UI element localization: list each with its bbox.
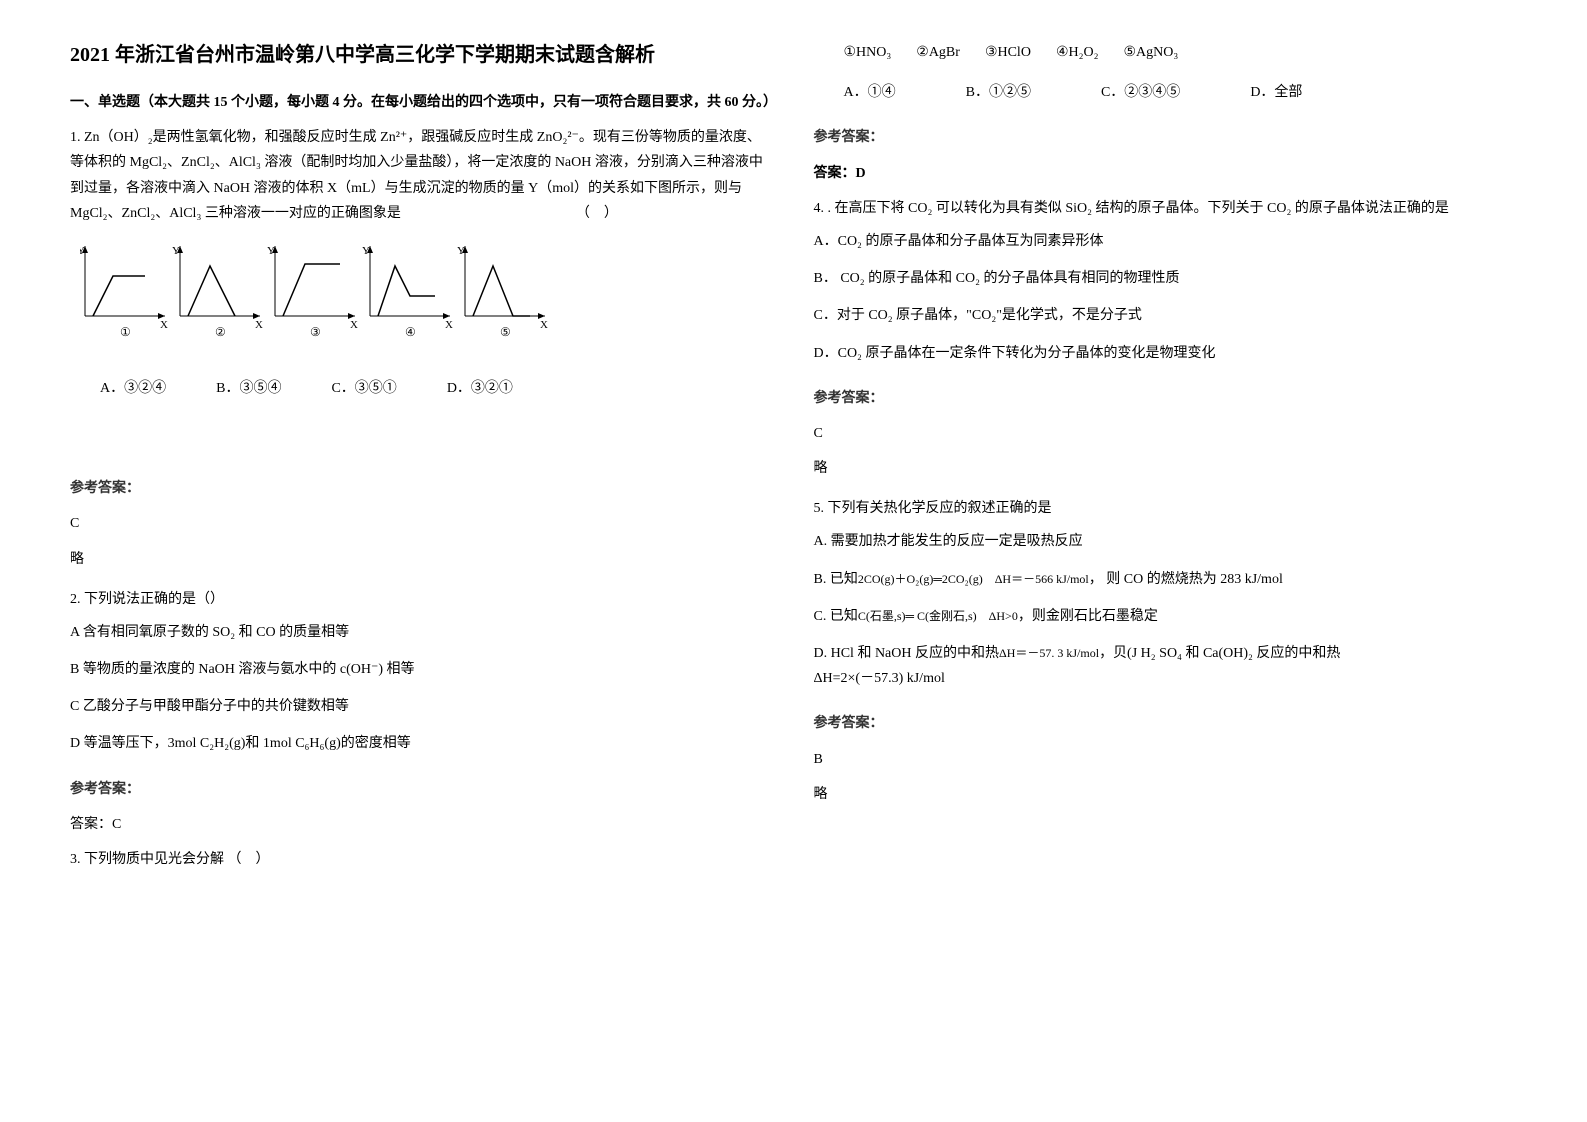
svg-text:X: X	[160, 319, 168, 331]
left-column: 2021 年浙江省台州市温岭第八中学高三化学下学期期末试题含解析 一、单选题（本…	[50, 40, 794, 1082]
q3-item-3: ③HClO	[985, 40, 1031, 65]
q5-c-prefix: C. 已知	[814, 609, 858, 624]
q2-text: 2. 下列说法正确的是（）	[70, 587, 774, 612]
q1-options: A．③②④ B．③⑤④ C．③⑤① D．③②①	[70, 376, 774, 401]
right-column: ①HNO₃ ②AgBr ③HClO ④H₂O₂ ⑤AgNO₃ A．①④ B．①②…	[794, 40, 1538, 1082]
q1-text: 1. Zn（OH）₂是两性氢氧化物，和强酸反应时生成 Zn²⁺，跟强碱反应时生成…	[70, 125, 774, 226]
section-header: 一、单选题（本大题共 15 个小题，每小题 4 分。在每小题给出的四个选项中，只…	[70, 90, 774, 115]
q4-skip: 略	[814, 456, 1518, 481]
q3-item-5: ⑤AgNO₃	[1123, 40, 1178, 65]
svg-text:③: ③	[310, 325, 321, 339]
q2-answer-label: 参考答案：	[70, 777, 774, 802]
q3-text: 3. 下列物质中见光会分解 （ ）	[70, 847, 774, 872]
svg-text:①: ①	[120, 325, 131, 339]
q5-c-formula: C(石墨,s)═ C(金刚石,s) ΔH>0	[858, 609, 1018, 623]
q3-items: ①HNO₃ ②AgBr ③HClO ④H₂O₂ ⑤AgNO₃	[814, 40, 1518, 65]
q1-answer-label: 参考答案：	[70, 476, 774, 501]
q2-opt-d: D 等温等压下，3mol C₂H₂(g)和 1mol C₆H₆(g)的密度相等	[70, 731, 774, 756]
svg-text:X: X	[540, 319, 548, 331]
q5-d-formula: ΔH＝－57. 3 kJ/mol	[999, 646, 1099, 660]
q3-opt-c: C．②③④⑤	[1101, 80, 1180, 105]
q4-opt-a: A．CO₂ 的原子晶体和分子晶体互为同素异形体	[814, 229, 1518, 254]
q5-opt-d: D. HCl 和 NaOH 反应的中和热ΔH＝－57. 3 kJ/mol，贝(J…	[814, 641, 1518, 691]
q3-item-1: ①HNO₃	[844, 40, 892, 65]
q1-answer: C	[70, 511, 774, 536]
q5-skip: 略	[814, 782, 1518, 807]
q4-opt-b: B． CO₂ 的原子晶体和 CO₂ 的分子晶体具有相同的物理性质	[814, 266, 1518, 291]
q4-answer-label: 参考答案：	[814, 386, 1518, 411]
svg-text:Y: Y	[267, 245, 275, 257]
svg-text:⑤: ⑤	[500, 325, 511, 339]
q5-text: 5. 下列有关热化学反应的叙述正确的是	[814, 496, 1518, 521]
q1-chart: Y X ① Y X ②	[70, 241, 774, 361]
q5-b-formula: 2CO(g)＋O₂(g)═2CO₂(g) ΔH＝－566 kJ/mol	[858, 572, 1089, 586]
q2-opt-c: C 乙酸分子与甲酸甲酯分子中的共价键数相等	[70, 694, 774, 719]
q5-answer-label: 参考答案：	[814, 711, 1518, 736]
q3-opt-b: B．①②⑤	[966, 80, 1031, 105]
q1-skip: 略	[70, 547, 774, 572]
q5-opt-b: B. 已知2CO(g)＋O₂(g)═2CO₂(g) ΔH＝－566 kJ/mol…	[814, 567, 1518, 592]
q5-d-line2: ΔH=2×(－57.3) kJ/mol	[814, 666, 1518, 691]
q4-opt-c: C．对于 CO₂ 原子晶体，"CO₂"是化学式，不是分子式	[814, 303, 1518, 328]
svg-text:X: X	[350, 319, 358, 331]
q3-opt-d: D．全部	[1250, 80, 1302, 105]
q3-answer: 答案：D	[814, 161, 1518, 186]
question-1: 1. Zn（OH）₂是两性氢氧化物，和强酸反应时生成 Zn²⁺，跟强碱反应时生成…	[70, 125, 774, 401]
q5-opt-c: C. 已知C(石墨,s)═ C(金刚石,s) ΔH>0，则金刚石比石墨稳定	[814, 604, 1518, 629]
q4-opt-d: D．CO₂ 原子晶体在一定条件下转化为分子晶体的变化是物理变化	[814, 341, 1518, 366]
q1-opt-c: C．③⑤①	[331, 376, 396, 401]
question-5: 5. 下列有关热化学反应的叙述正确的是 A. 需要加热才能发生的反应一定是吸热反…	[814, 496, 1518, 691]
svg-text:Y: Y	[80, 245, 85, 257]
svg-text:Y: Y	[457, 245, 465, 257]
q3-options: A．①④ B．①②⑤ C．②③④⑤ D．全部	[814, 80, 1518, 105]
q5-b-prefix: B. 已知	[814, 572, 858, 587]
svg-text:X: X	[445, 319, 453, 331]
q1-opt-a: A．③②④	[100, 376, 166, 401]
q3-item-4: ④H₂O₂	[1056, 40, 1099, 65]
question-2: 2. 下列说法正确的是（） A 含有相同氧原子数的 SO₂ 和 CO 的质量相等…	[70, 587, 774, 757]
chart-svg: Y X ① Y X ②	[80, 241, 550, 361]
q1-opt-d: D．③②①	[447, 376, 513, 401]
q3-answer-label: 参考答案：	[814, 125, 1518, 150]
q5-answer: B	[814, 747, 1518, 772]
q2-opt-b: B 等物质的量浓度的 NaOH 溶液与氨水中的 c(OH⁻) 相等	[70, 657, 774, 682]
question-4: 4. . 在高压下将 CO₂ 可以转化为具有类似 SiO₂ 结构的原子晶体。下列…	[814, 196, 1518, 366]
q3-item-2: ②AgBr	[916, 40, 960, 65]
q5-opt-a: A. 需要加热才能发生的反应一定是吸热反应	[814, 529, 1518, 554]
q3-opt-a: A．①④	[844, 80, 896, 105]
q5-d-suffix: ，贝(J H₂ SO₄ 和 Ca(OH)₂ 反应的中和热	[1099, 646, 1340, 661]
q4-answer: C	[814, 421, 1518, 446]
q2-opt-a: A 含有相同氧原子数的 SO₂ 和 CO 的质量相等	[70, 620, 774, 645]
svg-text:②: ②	[215, 325, 226, 339]
svg-text:④: ④	[405, 325, 416, 339]
q1-opt-b: B．③⑤④	[216, 376, 281, 401]
q4-text: 4. . 在高压下将 CO₂ 可以转化为具有类似 SiO₂ 结构的原子晶体。下列…	[814, 196, 1518, 221]
svg-text:X: X	[255, 319, 263, 331]
q2-answer: 答案：C	[70, 812, 774, 837]
svg-text:Y: Y	[362, 245, 370, 257]
q5-d-prefix: D. HCl 和 NaOH 反应的中和热	[814, 646, 1000, 661]
q5-b-suffix: ， 则 CO 的燃烧热为 283 kJ/mol	[1089, 572, 1283, 587]
svg-text:Y: Y	[172, 245, 180, 257]
page-title: 2021 年浙江省台州市温岭第八中学高三化学下学期期末试题含解析	[70, 40, 774, 70]
q5-c-suffix: ，则金刚石比石墨稳定	[1018, 609, 1158, 624]
